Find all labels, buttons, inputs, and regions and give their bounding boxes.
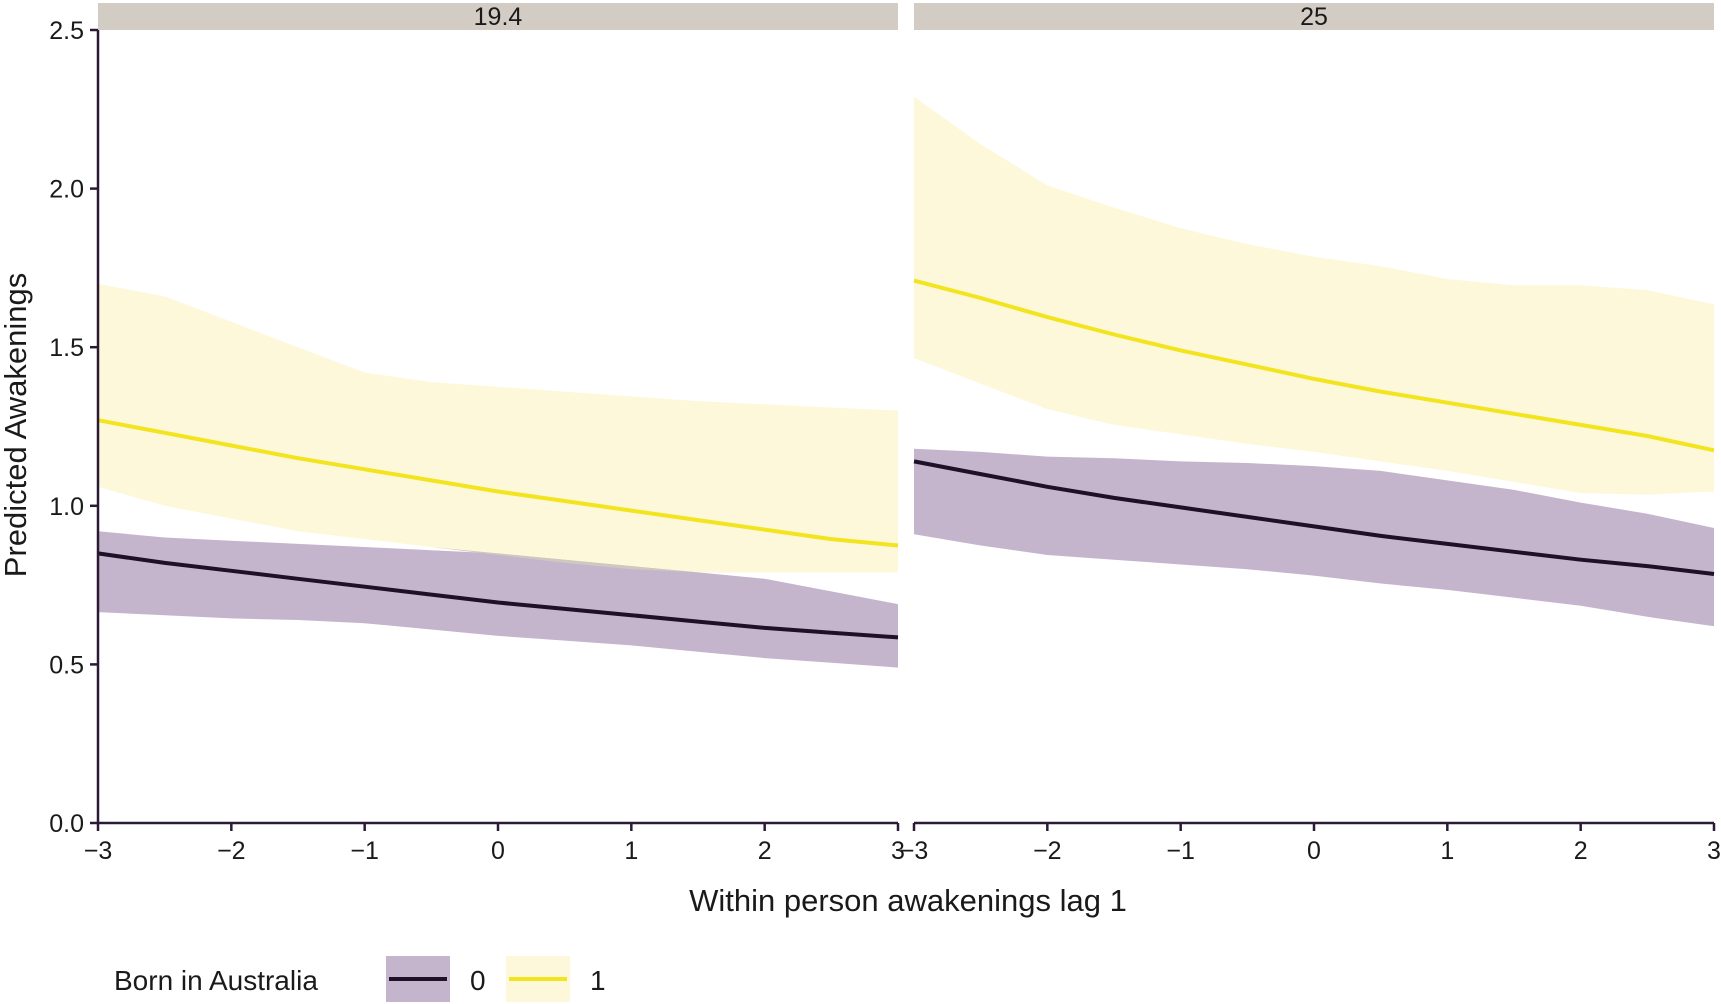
x-tick-label: −2 [217, 837, 246, 865]
facet-strip-label: 19.4 [474, 3, 523, 31]
y-tick-label: 0.5 [49, 651, 84, 679]
y-axis-title: Predicted Awakenings [0, 273, 33, 577]
facet-strip [98, 3, 898, 30]
panels: 19.4 −3 −2 −1 0 1 2 3 25 −3 −2 −1 0 1 2 3 [84, 3, 1721, 865]
y-axis: 0.0 0.5 1.0 1.5 2.0 2.5 [49, 17, 100, 838]
ci-band-1 [914, 96, 1714, 495]
x-tick-label: 3 [891, 837, 905, 865]
x-tick-label: −2 [1033, 837, 1062, 865]
x-tick-label: 0 [491, 837, 505, 865]
legend-title: Born in Australia [114, 965, 318, 996]
y-tick-label: 1.5 [49, 334, 84, 362]
y-tick-label: 2.5 [49, 17, 84, 45]
series-line-1 [913, 278, 1715, 453]
ci-band-1 [98, 283, 898, 573]
x-tick-label: 3 [1707, 837, 1721, 865]
series-line-0 [97, 551, 899, 640]
series-line-0 [913, 459, 1715, 576]
ci-band-0 [98, 531, 898, 668]
legend: Born in Australia 0 1 [114, 956, 606, 1002]
x-tick-label: 2 [758, 837, 772, 865]
series-line-1 [97, 418, 899, 548]
facet-strip-label: 25 [1300, 3, 1328, 31]
x-tick-label: −1 [1166, 837, 1195, 865]
x-tick-label: 0 [1307, 837, 1321, 865]
y-tick-label: 1.0 [49, 493, 84, 521]
x-tick-label: 1 [1440, 837, 1454, 865]
ci-band-0 [914, 448, 1714, 627]
panel-2: 25 −3 −2 −1 0 1 2 3 [900, 3, 1721, 865]
panel-1: 19.4 −3 −2 −1 0 1 2 3 [84, 3, 905, 865]
x-tick-label: 1 [624, 837, 638, 865]
legend-label-0: 0 [470, 965, 486, 996]
x-tick-label: 2 [1574, 837, 1588, 865]
x-axis-title: Within person awakenings lag 1 [689, 883, 1127, 918]
legend-label-1: 1 [590, 965, 606, 996]
facet-strip [914, 3, 1714, 30]
x-tick-label: −3 [84, 837, 113, 865]
x-tick-label: −1 [350, 837, 379, 865]
y-tick-label: 0.0 [49, 810, 84, 838]
y-tick-label: 2.0 [49, 176, 84, 204]
x-tick-label: −3 [900, 837, 929, 865]
